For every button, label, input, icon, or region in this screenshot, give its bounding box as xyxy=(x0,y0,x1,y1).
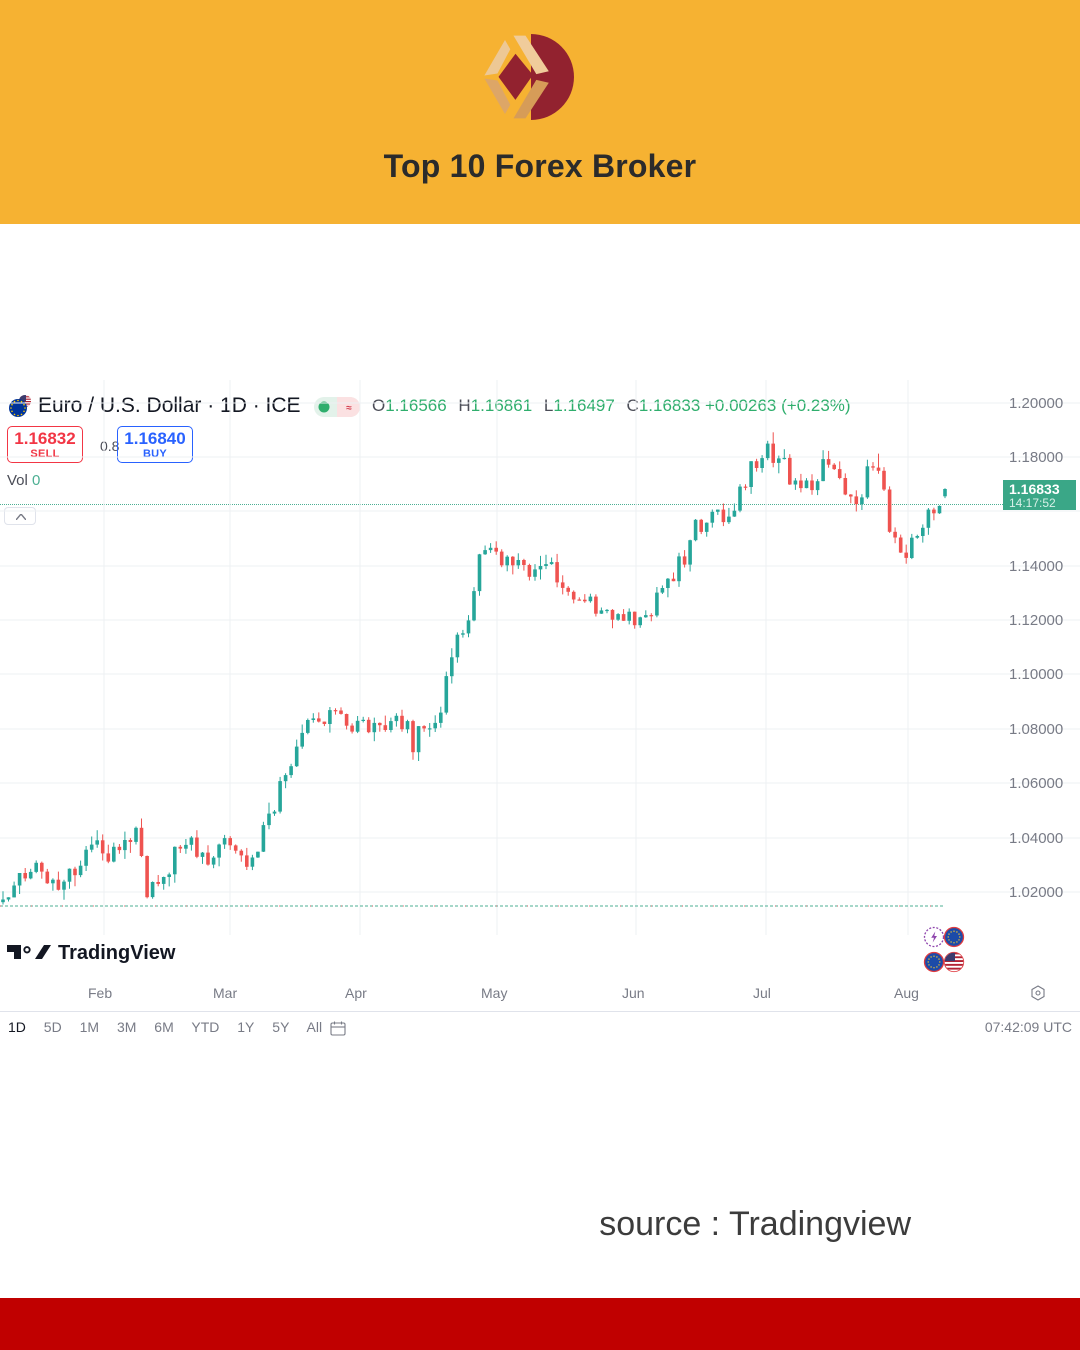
svg-text:14:17:52: 14:17:52 xyxy=(1009,496,1056,510)
svg-text:1.06000: 1.06000 xyxy=(1009,775,1063,792)
svg-text:1.18000: 1.18000 xyxy=(1009,449,1063,466)
svg-text:1.08000: 1.08000 xyxy=(1009,721,1063,738)
svg-text:1.14000: 1.14000 xyxy=(1009,558,1063,575)
svg-text:1.12000: 1.12000 xyxy=(1009,612,1063,629)
svg-text:1.20000: 1.20000 xyxy=(1009,395,1063,412)
svg-text:1.16833: 1.16833 xyxy=(1009,481,1060,497)
svg-text:TradingView: TradingView xyxy=(58,942,176,964)
svg-text:1.10000: 1.10000 xyxy=(1009,666,1063,683)
svg-text:1.04000: 1.04000 xyxy=(1009,830,1063,847)
svg-text:1.02000: 1.02000 xyxy=(1009,884,1063,901)
